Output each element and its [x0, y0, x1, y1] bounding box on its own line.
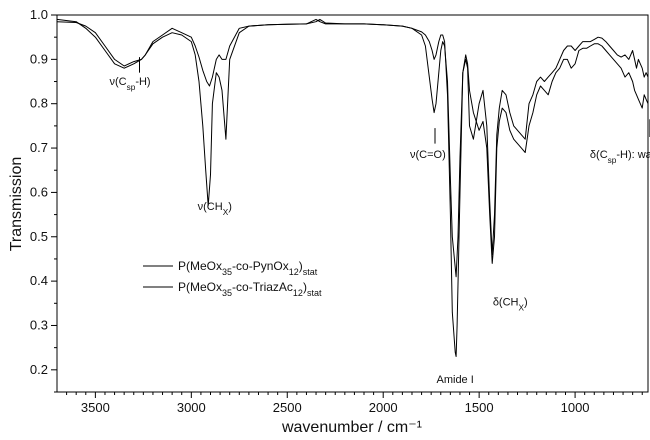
label-text: ) [524, 297, 528, 309]
label-subscript: 12 [293, 288, 303, 298]
label-subscript: 12 [289, 267, 299, 277]
label-text: Amide I [437, 374, 474, 386]
x-axis: 3500 3000 2500 2000 1500 1000 [66, 392, 643, 415]
series-line [56, 18, 649, 357]
label-subscript: stat [307, 288, 322, 298]
y-tick-label: 1.0 [30, 7, 48, 22]
rich-label: δ(Csp-H): wag [590, 149, 650, 165]
rich-label: ν(C=O) [410, 149, 446, 161]
label-subscript: stat [303, 267, 318, 277]
label-text: -H) [135, 76, 150, 88]
x-axis-title: wavenumber / cm⁻¹ [281, 419, 422, 436]
y-tick-label: 0.8 [30, 96, 48, 111]
y-tick-label: 0.7 [30, 140, 48, 155]
rich-label: P(MeOx35-co-PynOx12)stat [178, 259, 318, 277]
label-subscript: sp [608, 155, 617, 164]
y-tick-label: 0.2 [30, 362, 48, 377]
label-text: δ(C [590, 149, 608, 161]
label-text: P(MeOx [178, 280, 222, 294]
series-layer [56, 18, 649, 357]
label-text: ν(CH [198, 201, 223, 213]
y-tick-label: 0.5 [30, 229, 48, 244]
label-text: ν(C=O) [410, 149, 446, 161]
y-tick-label: 0.6 [30, 184, 48, 199]
y-tick-label: 0.3 [30, 317, 48, 332]
y-tick-label: 0.4 [30, 273, 48, 288]
label-subscript: 35 [222, 288, 232, 298]
label-subscript: 35 [222, 267, 232, 277]
label-subscript: sp [127, 83, 136, 92]
y-tick-label: 0.9 [30, 51, 48, 66]
rich-label: δ(CHX) [493, 297, 528, 313]
label-text: -H): wag [616, 149, 650, 161]
label-text: P(MeOx [178, 259, 222, 273]
rich-label: ν(CHX) [198, 201, 232, 217]
x-tick-label: 1500 [465, 400, 494, 415]
legend: P(MeOx35-co-PynOx12)statP(MeOx35-co-Tria… [143, 259, 322, 298]
label-subscript: X [223, 208, 229, 217]
label-text: δ(CH [493, 297, 519, 309]
x-tick-label: 3000 [177, 400, 206, 415]
label-text: ν(C [110, 76, 127, 88]
y-axis-title: Transmission [8, 157, 25, 252]
rich-label: Amide I [437, 374, 474, 386]
y-axis: 0.2 0.3 0.4 0.5 0.6 0.7 0.8 0.9 1.0 [30, 7, 57, 393]
x-tick-label: 2500 [273, 400, 302, 415]
label-text: ) [303, 280, 307, 294]
label-text: ) [228, 201, 232, 213]
label-text: -co-TriazAc [232, 280, 293, 294]
annotation-layer: ν(Csp-H)ν(CHX)ν(C=O)Amide Iδ(CHX)δ(Csp-H… [110, 57, 650, 386]
label-text: ) [299, 259, 303, 273]
plot-frame [56, 14, 649, 393]
x-tick-label: 3500 [81, 400, 110, 415]
series-line [56, 18, 649, 278]
label-subscript: X [519, 303, 525, 312]
rich-label: P(MeOx35-co-TriazAc12)stat [178, 280, 322, 298]
label-text: -co-PynOx [232, 259, 289, 273]
rich-label: ν(Csp-H) [110, 76, 151, 92]
x-tick-label: 1000 [561, 400, 590, 415]
x-tick-label: 2000 [369, 400, 398, 415]
